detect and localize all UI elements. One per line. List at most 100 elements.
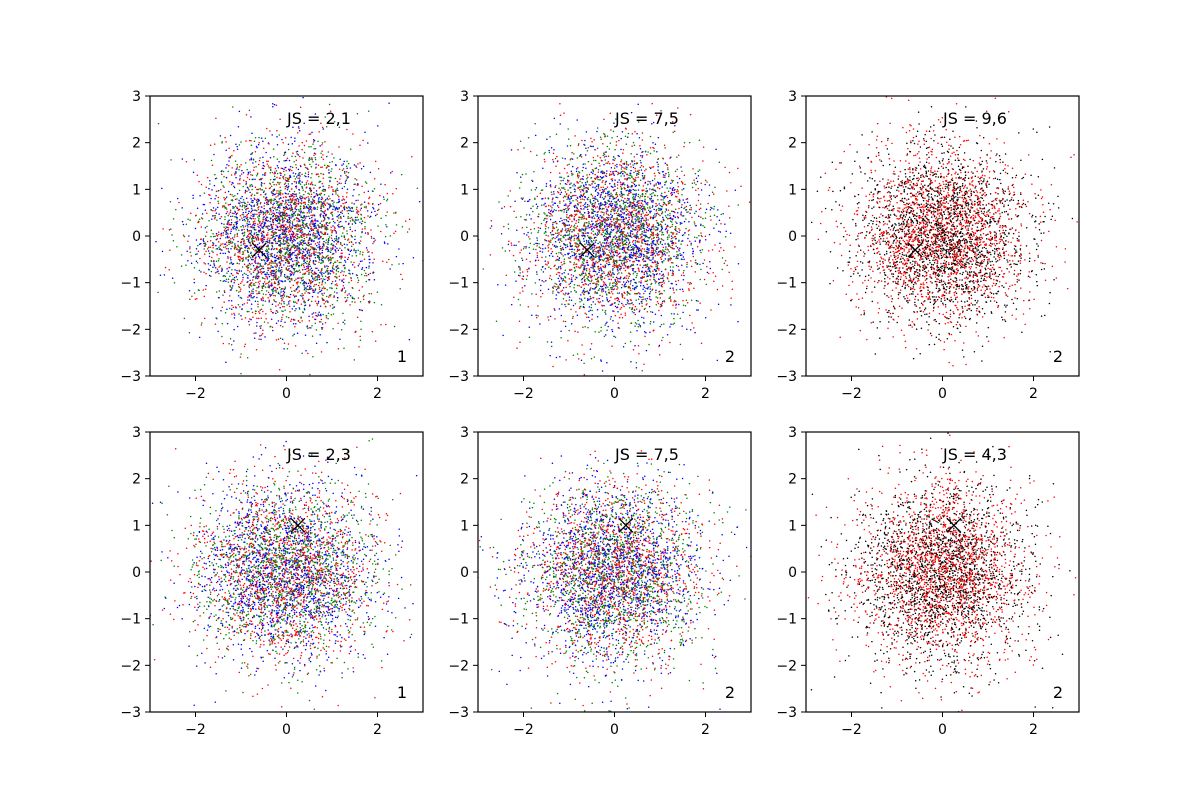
scatter-point bbox=[189, 248, 191, 250]
scatter-point bbox=[535, 249, 537, 251]
scatter-point bbox=[280, 289, 282, 291]
scatter-point bbox=[305, 282, 307, 284]
scatter-point bbox=[299, 130, 301, 132]
scatter-point bbox=[327, 197, 329, 199]
scatter-point bbox=[187, 260, 189, 262]
scatter-point bbox=[343, 271, 345, 273]
scatter-point bbox=[294, 269, 296, 271]
scatter-point bbox=[594, 275, 596, 277]
scatter-point bbox=[296, 153, 298, 155]
scatter-point bbox=[262, 333, 264, 335]
scatter-point bbox=[313, 232, 315, 234]
scatter-point bbox=[262, 278, 264, 280]
scatter-point bbox=[712, 192, 714, 194]
scatter-point bbox=[283, 220, 285, 222]
scatter-point bbox=[590, 296, 592, 298]
scatter-point bbox=[320, 210, 322, 212]
scatter-point bbox=[263, 226, 265, 228]
scatter-point bbox=[282, 224, 284, 226]
scatter-point bbox=[255, 137, 257, 139]
scatter-point bbox=[296, 187, 298, 189]
scatter-point bbox=[208, 269, 210, 271]
scatter-point bbox=[323, 128, 325, 130]
scatter-point bbox=[223, 232, 225, 234]
scatter-point bbox=[360, 340, 362, 342]
scatter-point bbox=[231, 305, 233, 307]
scatter-point bbox=[675, 217, 677, 219]
scatter-point bbox=[265, 226, 267, 228]
scatter-point bbox=[278, 201, 280, 203]
scatter-point bbox=[255, 313, 257, 315]
scatter-point bbox=[576, 220, 578, 222]
scatter-point bbox=[664, 192, 666, 194]
scatter-point bbox=[676, 284, 678, 286]
scatter-point bbox=[381, 304, 383, 306]
scatter-point bbox=[300, 316, 302, 318]
scatter-point bbox=[300, 239, 302, 241]
scatter-point bbox=[276, 322, 278, 324]
scatter-point bbox=[237, 227, 239, 229]
scatter-point bbox=[315, 159, 317, 161]
scatter-point bbox=[241, 318, 243, 320]
scatter-point bbox=[241, 281, 243, 283]
scatter-point bbox=[231, 222, 233, 224]
scatter-point bbox=[337, 211, 339, 213]
scatter-point bbox=[281, 267, 283, 269]
scatter-point bbox=[234, 216, 236, 218]
scatter-point bbox=[253, 237, 255, 239]
scatter-point bbox=[283, 168, 285, 170]
scatter-point bbox=[273, 299, 275, 301]
scatter-point bbox=[277, 227, 279, 229]
scatter-point bbox=[328, 279, 330, 281]
scatter-point bbox=[335, 284, 337, 286]
scatter-point bbox=[319, 187, 321, 189]
scatter-point bbox=[203, 248, 205, 250]
scatter-point bbox=[267, 203, 269, 205]
scatter-point bbox=[280, 338, 282, 340]
scatter-point bbox=[276, 184, 278, 186]
scatter-point bbox=[208, 220, 210, 222]
scatter-point bbox=[252, 174, 254, 176]
scatter-point bbox=[640, 195, 642, 197]
scatter-point bbox=[294, 140, 296, 142]
scatter-point bbox=[296, 203, 298, 205]
scatter-point bbox=[307, 264, 309, 266]
scatter-point bbox=[377, 291, 379, 293]
scatter-point bbox=[592, 247, 594, 249]
scatter-point bbox=[327, 277, 329, 279]
scatter-point bbox=[282, 297, 284, 299]
scatter-point bbox=[291, 267, 293, 269]
scatter-point bbox=[336, 247, 338, 249]
scatter-point bbox=[250, 293, 252, 295]
scatter-point bbox=[314, 215, 316, 217]
scatter-point bbox=[246, 114, 248, 116]
scatter-point bbox=[287, 157, 289, 159]
scatter-point bbox=[254, 141, 256, 143]
scatter-point bbox=[312, 278, 314, 280]
scatter-point bbox=[277, 270, 279, 272]
scatter-point bbox=[308, 292, 310, 294]
scatter-point bbox=[252, 291, 254, 293]
scatter-point bbox=[367, 215, 369, 217]
scatter-point bbox=[280, 325, 282, 327]
scatter-point bbox=[268, 292, 270, 294]
scatter-point bbox=[312, 228, 314, 230]
scatter-point bbox=[291, 291, 293, 293]
scatter-point bbox=[348, 257, 350, 259]
scatter-point bbox=[217, 207, 219, 209]
scatter-point bbox=[324, 266, 326, 268]
scatter-point bbox=[234, 314, 236, 316]
scatter-point bbox=[695, 189, 697, 191]
scatter-point bbox=[220, 189, 222, 191]
scatter-point bbox=[316, 267, 318, 269]
scatter-point bbox=[619, 164, 621, 166]
scatter-point bbox=[258, 144, 260, 146]
scatter-point bbox=[688, 290, 690, 292]
scatter-point bbox=[525, 246, 527, 248]
scatter-point bbox=[230, 240, 232, 242]
scatter-point bbox=[302, 251, 304, 253]
scatter-point bbox=[345, 182, 347, 184]
scatter-point bbox=[536, 245, 538, 247]
scatter-point bbox=[256, 293, 258, 295]
scatter-point bbox=[737, 204, 739, 206]
